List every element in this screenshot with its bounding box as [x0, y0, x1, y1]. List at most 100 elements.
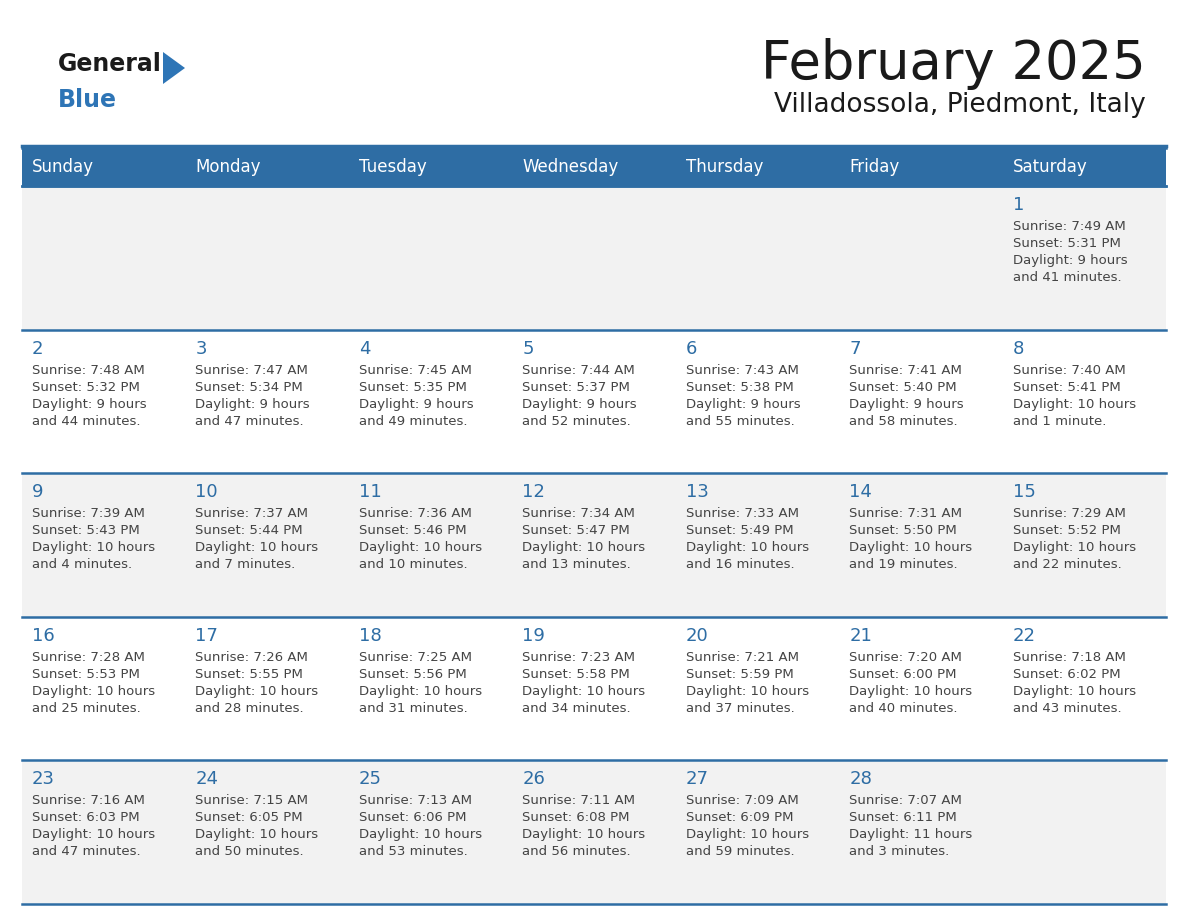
Text: 26: 26 [523, 770, 545, 789]
Bar [839, 148, 1003, 186]
Text: and 19 minutes.: and 19 minutes. [849, 558, 958, 571]
Text: Daylight: 10 hours: Daylight: 10 hours [196, 685, 318, 698]
Text: Daylight: 10 hours: Daylight: 10 hours [359, 685, 482, 698]
Text: 6: 6 [685, 340, 697, 358]
Text: Sunrise: 7:48 AM: Sunrise: 7:48 AM [32, 364, 145, 376]
Text: Daylight: 9 hours: Daylight: 9 hours [359, 397, 474, 410]
Text: Sunset: 5:40 PM: Sunset: 5:40 PM [849, 381, 956, 394]
Text: Sunrise: 7:15 AM: Sunrise: 7:15 AM [196, 794, 309, 808]
Text: and 50 minutes.: and 50 minutes. [196, 845, 304, 858]
Text: Sunrise: 7:29 AM: Sunrise: 7:29 AM [1012, 508, 1125, 521]
Text: 23: 23 [32, 770, 55, 789]
Text: Sunrise: 7:09 AM: Sunrise: 7:09 AM [685, 794, 798, 808]
Text: Sunrise: 7:43 AM: Sunrise: 7:43 AM [685, 364, 798, 376]
Text: Sunset: 5:55 PM: Sunset: 5:55 PM [196, 667, 303, 681]
Text: Sunset: 6:05 PM: Sunset: 6:05 PM [196, 812, 303, 824]
Text: Sunday: Sunday [32, 158, 94, 176]
Text: Sunrise: 7:34 AM: Sunrise: 7:34 AM [523, 508, 636, 521]
Text: and 4 minutes.: and 4 minutes. [32, 558, 132, 571]
Text: and 58 minutes.: and 58 minutes. [849, 415, 958, 428]
Text: 12: 12 [523, 483, 545, 501]
Text: and 3 minutes.: and 3 minutes. [849, 845, 949, 858]
Text: Sunset: 5:34 PM: Sunset: 5:34 PM [196, 381, 303, 394]
Text: Sunset: 5:52 PM: Sunset: 5:52 PM [1012, 524, 1120, 537]
Text: and 47 minutes.: and 47 minutes. [196, 415, 304, 428]
Text: 19: 19 [523, 627, 545, 644]
Text: Saturday: Saturday [1012, 158, 1087, 176]
Text: Sunrise: 7:47 AM: Sunrise: 7:47 AM [196, 364, 309, 376]
Text: Sunset: 6:11 PM: Sunset: 6:11 PM [849, 812, 956, 824]
Text: Thursday: Thursday [685, 158, 763, 176]
Bar [23, 617, 1165, 760]
Text: Sunset: 6:08 PM: Sunset: 6:08 PM [523, 812, 630, 824]
Text: Daylight: 10 hours: Daylight: 10 hours [196, 828, 318, 842]
Text: Sunset: 5:47 PM: Sunset: 5:47 PM [523, 524, 630, 537]
Text: Daylight: 10 hours: Daylight: 10 hours [523, 685, 645, 698]
Text: Sunset: 5:59 PM: Sunset: 5:59 PM [685, 667, 794, 681]
Text: Daylight: 10 hours: Daylight: 10 hours [32, 685, 156, 698]
Text: Daylight: 10 hours: Daylight: 10 hours [359, 828, 482, 842]
Text: and 47 minutes.: and 47 minutes. [32, 845, 140, 858]
Text: 3: 3 [196, 340, 207, 358]
Bar [349, 148, 512, 186]
Text: 24: 24 [196, 770, 219, 789]
Text: General: General [58, 52, 162, 76]
Text: 2: 2 [32, 340, 44, 358]
Text: 17: 17 [196, 627, 219, 644]
Text: Sunrise: 7:18 AM: Sunrise: 7:18 AM [1012, 651, 1125, 664]
Text: Daylight: 9 hours: Daylight: 9 hours [849, 397, 963, 410]
Text: 27: 27 [685, 770, 709, 789]
Text: Sunset: 5:38 PM: Sunset: 5:38 PM [685, 381, 794, 394]
Text: Sunset: 5:41 PM: Sunset: 5:41 PM [1012, 381, 1120, 394]
Text: Sunrise: 7:40 AM: Sunrise: 7:40 AM [1012, 364, 1125, 376]
Text: Sunset: 6:02 PM: Sunset: 6:02 PM [1012, 667, 1120, 681]
Text: Sunset: 5:56 PM: Sunset: 5:56 PM [359, 667, 467, 681]
Text: Sunrise: 7:20 AM: Sunrise: 7:20 AM [849, 651, 962, 664]
Text: 22: 22 [1012, 627, 1036, 644]
Text: 10: 10 [196, 483, 219, 501]
Text: Daylight: 10 hours: Daylight: 10 hours [1012, 397, 1136, 410]
Bar [23, 186, 1165, 330]
Text: 7: 7 [849, 340, 860, 358]
Text: and 44 minutes.: and 44 minutes. [32, 415, 140, 428]
Text: Sunset: 5:44 PM: Sunset: 5:44 PM [196, 524, 303, 537]
Text: Daylight: 10 hours: Daylight: 10 hours [523, 828, 645, 842]
Text: Sunrise: 7:25 AM: Sunrise: 7:25 AM [359, 651, 472, 664]
Text: and 34 minutes.: and 34 minutes. [523, 701, 631, 715]
Text: and 10 minutes.: and 10 minutes. [359, 558, 468, 571]
Text: 15: 15 [1012, 483, 1036, 501]
Text: 9: 9 [32, 483, 44, 501]
Text: Sunset: 5:37 PM: Sunset: 5:37 PM [523, 381, 630, 394]
Text: and 16 minutes.: and 16 minutes. [685, 558, 795, 571]
Bar [23, 330, 1165, 473]
Text: and 41 minutes.: and 41 minutes. [1012, 271, 1121, 284]
Text: and 37 minutes.: and 37 minutes. [685, 701, 795, 715]
Polygon shape [163, 52, 185, 84]
Text: and 59 minutes.: and 59 minutes. [685, 845, 795, 858]
Text: Sunrise: 7:16 AM: Sunrise: 7:16 AM [32, 794, 145, 808]
Text: and 52 minutes.: and 52 minutes. [523, 415, 631, 428]
Text: and 40 minutes.: and 40 minutes. [849, 701, 958, 715]
Text: Daylight: 10 hours: Daylight: 10 hours [685, 685, 809, 698]
Text: Sunset: 5:53 PM: Sunset: 5:53 PM [32, 667, 140, 681]
Text: Sunrise: 7:37 AM: Sunrise: 7:37 AM [196, 508, 309, 521]
Text: and 55 minutes.: and 55 minutes. [685, 415, 795, 428]
Text: Daylight: 10 hours: Daylight: 10 hours [32, 542, 156, 554]
Text: Sunrise: 7:11 AM: Sunrise: 7:11 AM [523, 794, 636, 808]
Text: 25: 25 [359, 770, 381, 789]
Text: and 31 minutes.: and 31 minutes. [359, 701, 468, 715]
Text: and 28 minutes.: and 28 minutes. [196, 701, 304, 715]
Text: 28: 28 [849, 770, 872, 789]
Text: Daylight: 10 hours: Daylight: 10 hours [849, 542, 972, 554]
Text: Daylight: 10 hours: Daylight: 10 hours [1012, 685, 1136, 698]
Text: Blue: Blue [58, 88, 116, 112]
Text: 20: 20 [685, 627, 708, 644]
Text: 21: 21 [849, 627, 872, 644]
Text: Daylight: 9 hours: Daylight: 9 hours [32, 397, 146, 410]
Text: Daylight: 9 hours: Daylight: 9 hours [523, 397, 637, 410]
Text: and 7 minutes.: and 7 minutes. [196, 558, 296, 571]
Text: Daylight: 10 hours: Daylight: 10 hours [1012, 542, 1136, 554]
Text: Sunrise: 7:33 AM: Sunrise: 7:33 AM [685, 508, 798, 521]
Text: and 1 minute.: and 1 minute. [1012, 415, 1106, 428]
Text: Friday: Friday [849, 158, 899, 176]
